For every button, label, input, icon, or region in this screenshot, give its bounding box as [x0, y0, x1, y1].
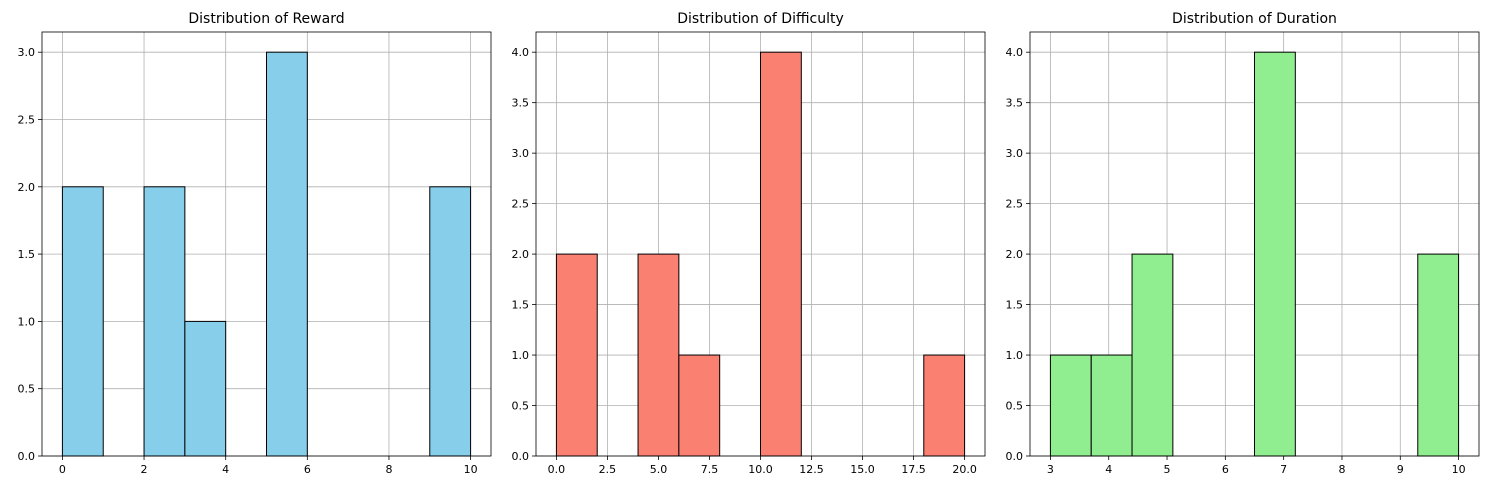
x-tick-label: 17.5 [901, 463, 926, 476]
chart-title: Distribution of Duration [1172, 11, 1337, 27]
y-tick-label: 3.5 [512, 97, 530, 110]
x-tick-label: 0.0 [548, 463, 566, 476]
histogram-bar [760, 51, 802, 457]
x-tick-label: 2.5 [599, 463, 617, 476]
x-tick-label: 5.0 [650, 463, 668, 476]
histogram-bar [61, 186, 104, 457]
x-tick-label: 5 [1164, 463, 1171, 476]
y-tick-label: 1.5 [18, 248, 36, 261]
histogram-bar [429, 186, 472, 457]
x-tick-label: 4 [222, 463, 229, 476]
x-tick-label: 15.0 [850, 463, 875, 476]
chart-title: Distribution of Difficulty [677, 11, 844, 27]
y-tick-label: 3.0 [18, 46, 36, 59]
y-tick-label: 3.0 [1006, 147, 1024, 160]
y-tick-label: 1.0 [512, 349, 530, 362]
y-tick-label: 0.0 [512, 450, 530, 463]
x-tick-label: 7 [1280, 463, 1287, 476]
x-tick-label: 3 [1047, 463, 1054, 476]
y-tick-label: 2.0 [18, 181, 36, 194]
x-tick-label: 20.0 [952, 463, 977, 476]
y-tick-label: 0.5 [18, 383, 36, 396]
x-tick-label: 4 [1105, 463, 1112, 476]
axes-frame [1029, 31, 1480, 457]
x-tick-label: 10.0 [748, 463, 773, 476]
x-tick-label: 7.5 [701, 463, 719, 476]
y-tick-label: 2.5 [1006, 198, 1024, 211]
histogram-bar [678, 354, 721, 457]
y-tick-label: 4.0 [512, 46, 530, 59]
y-tick-label: 1.0 [18, 315, 36, 328]
x-tick-label: 6 [304, 463, 311, 476]
x-tick-label: 10 [464, 463, 478, 476]
chart-panel-1: 0 2 4 6 8 10 0.0 0.5 1.0 1.5 2.0 2.5 3.0 Distribution… [18, 11, 492, 476]
x-tick-label: 0 [59, 463, 66, 476]
x-tick-label: 8 [1338, 463, 1345, 476]
x-tick-label: 10 [1452, 463, 1466, 476]
y-tick-label: 3.5 [1006, 97, 1024, 110]
chart-panel-2: 0.0 2.5 5.0 7.5 10.0 12.5 15.0 17.5 20.0 0.0 0.5 1.… [512, 11, 986, 476]
y-tick-label: 0.0 [18, 450, 36, 463]
x-tick-label: 8 [385, 463, 392, 476]
y-tick-label: 0.5 [1006, 400, 1024, 413]
y-tick-label: 4.0 [1006, 46, 1024, 59]
histogram-bar [1090, 354, 1133, 457]
x-tick-label: 9 [1397, 463, 1404, 476]
histogram-bar [1049, 354, 1092, 457]
y-tick-label: 1.5 [512, 299, 530, 312]
y-tick-label: 1.5 [1006, 299, 1024, 312]
y-tick-label: 3.0 [512, 147, 530, 160]
y-tick-label: 2.0 [1006, 248, 1024, 261]
histogram-bar [184, 320, 227, 457]
y-tick-label: 0.0 [1006, 450, 1024, 463]
chart-title: Distribution of Reward [188, 11, 344, 27]
histogram-bar [637, 253, 680, 457]
y-tick-label: 0.5 [512, 400, 530, 413]
y-tick-label: 2.5 [512, 198, 530, 211]
chart-panel-3: 3 4 5 6 7 8 9 10 0.0 0.5 1.0 1.5 2.0 2.5 3.0 3.5 4.0 Dist… [1006, 11, 1480, 476]
x-tick-label: 2 [141, 463, 148, 476]
x-tick-label: 6 [1222, 463, 1229, 476]
histogram-bar [143, 186, 186, 457]
histogram-bar [555, 253, 598, 457]
axes-frame [41, 31, 492, 457]
y-tick-label: 1.0 [1006, 349, 1024, 362]
y-tick-label: 2.5 [18, 113, 36, 126]
histogram-bar [266, 51, 308, 457]
histogram-bar [923, 354, 966, 457]
y-tick-label: 2.0 [512, 248, 530, 261]
x-tick-label: 12.5 [799, 463, 824, 476]
histogram-bar [1417, 253, 1460, 457]
histogram-bar [1131, 253, 1174, 457]
histogram-bar [1254, 51, 1296, 457]
